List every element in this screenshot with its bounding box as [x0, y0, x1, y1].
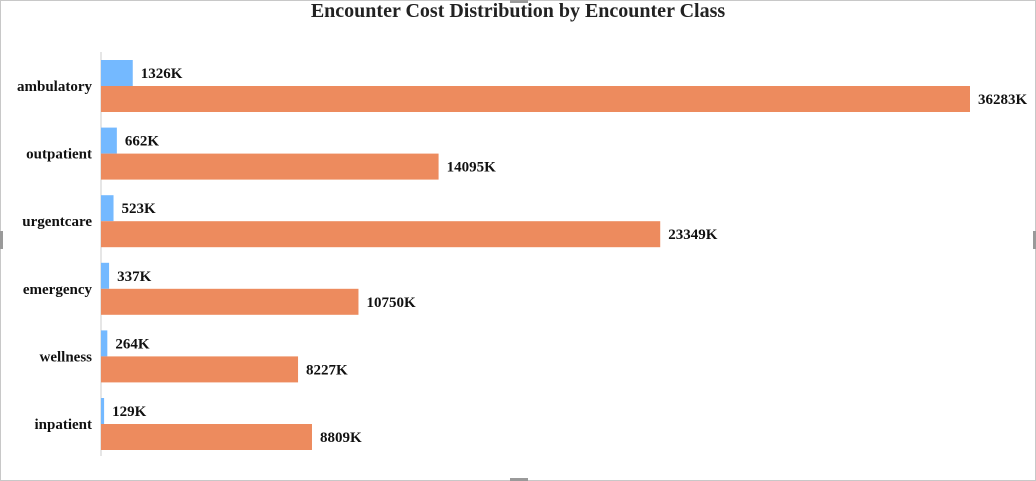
resize-handle-top[interactable] [510, 0, 528, 3]
bar-outpatient-series-2[interactable] [101, 153, 439, 180]
bar-urgentcare-series-1[interactable] [101, 195, 114, 222]
value-label-wellness-series-2: 8227K [306, 362, 348, 378]
resize-handle-bottom[interactable] [510, 478, 528, 481]
category-label-outpatient: outpatient [26, 147, 92, 163]
value-label-urgentcare-series-2: 23349K [668, 227, 718, 243]
bar-wellness-series-1[interactable] [101, 330, 108, 357]
bar-urgentcare-series-2[interactable] [101, 221, 661, 248]
bar-outpatient-series-1[interactable] [101, 127, 117, 154]
bar-emergency-series-1[interactable] [101, 262, 110, 289]
bar-inpatient-series-2[interactable] [101, 424, 312, 450]
value-label-inpatient-series-2: 8809K [320, 430, 362, 446]
resize-handle-right[interactable] [1033, 231, 1036, 249]
value-label-inpatient-series-1: 129K [112, 404, 147, 420]
category-label-emergency: emergency [23, 282, 93, 298]
bar-ambulatory-series-2[interactable] [101, 86, 970, 112]
resize-handle-left[interactable] [0, 231, 3, 249]
value-label-ambulatory-series-1: 1326K [141, 66, 183, 82]
bar-ambulatory-series-1[interactable] [101, 60, 133, 86]
value-label-wellness-series-1: 264K [115, 336, 150, 352]
bar-emergency-series-2[interactable] [101, 288, 359, 315]
category-label-ambulatory: ambulatory [17, 79, 93, 95]
value-label-outpatient-series-2: 14095K [447, 160, 497, 176]
bar-inpatient-series-1[interactable] [101, 398, 105, 424]
value-label-outpatient-series-1: 662K [125, 134, 160, 150]
category-label-wellness: wellness [40, 349, 93, 365]
value-label-ambulatory-series-2: 36283K [978, 92, 1028, 108]
category-label-urgentcare: urgentcare [22, 214, 92, 230]
bar-wellness-series-2[interactable] [101, 356, 299, 383]
value-label-emergency-series-2: 10750K [366, 295, 416, 311]
chart-title: Encounter Cost Distribution by Encounter… [310, 0, 726, 22]
value-label-urgentcare-series-1: 523K [122, 201, 157, 217]
value-label-emergency-series-1: 337K [117, 269, 151, 285]
category-label-inpatient: inpatient [34, 417, 92, 433]
